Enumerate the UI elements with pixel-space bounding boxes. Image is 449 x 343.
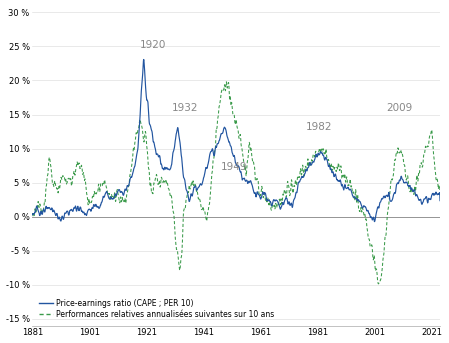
Performances relatives annualisées suivantes sur 10 ans bbox=[30, 212, 35, 216]
Performances relatives annualisées suivantes sur 10 ans bbox=[77, 165, 83, 169]
Price-earnings ratio (CAPE ; PER 10) bbox=[77, 206, 83, 210]
Text: 1949: 1949 bbox=[220, 162, 247, 173]
Price-earnings ratio (CAPE ; PER 10) bbox=[114, 192, 119, 196]
Performances relatives annualisées suivantes sur 10 ans bbox=[254, 176, 260, 180]
Line: Performances relatives annualisées suivantes sur 10 ans: Performances relatives annualisées suiva… bbox=[32, 82, 440, 284]
Price-earnings ratio (CAPE ; PER 10) bbox=[254, 190, 260, 194]
Price-earnings ratio (CAPE ; PER 10) bbox=[35, 205, 40, 210]
Legend: Price-earnings ratio (CAPE ; PER 10), Performances relatives annualisées suivant: Price-earnings ratio (CAPE ; PER 10), Pe… bbox=[36, 296, 277, 322]
Text: 2009: 2009 bbox=[386, 103, 412, 113]
Price-earnings ratio (CAPE ; PER 10) bbox=[437, 199, 443, 203]
Price-earnings ratio (CAPE ; PER 10) bbox=[30, 213, 35, 217]
Price-earnings ratio (CAPE ; PER 10) bbox=[141, 57, 146, 61]
Line: Price-earnings ratio (CAPE ; PER 10): Price-earnings ratio (CAPE ; PER 10) bbox=[32, 59, 440, 222]
Performances relatives annualisées suivantes sur 10 ans bbox=[224, 80, 229, 84]
Text: 1982: 1982 bbox=[306, 121, 333, 131]
Text: 1920: 1920 bbox=[139, 40, 166, 50]
Performances relatives annualisées suivantes sur 10 ans bbox=[376, 282, 381, 286]
Performances relatives annualisées suivantes sur 10 ans bbox=[383, 233, 388, 237]
Performances relatives annualisées suivantes sur 10 ans bbox=[35, 205, 40, 210]
Price-earnings ratio (CAPE ; PER 10) bbox=[383, 195, 388, 199]
Price-earnings ratio (CAPE ; PER 10) bbox=[215, 142, 220, 146]
Performances relatives annualisées suivantes sur 10 ans bbox=[114, 189, 119, 193]
Text: 1932: 1932 bbox=[172, 103, 199, 113]
Performances relatives annualisées suivantes sur 10 ans bbox=[215, 121, 220, 125]
Performances relatives annualisées suivantes sur 10 ans bbox=[437, 196, 443, 200]
Price-earnings ratio (CAPE ; PER 10) bbox=[372, 220, 377, 224]
